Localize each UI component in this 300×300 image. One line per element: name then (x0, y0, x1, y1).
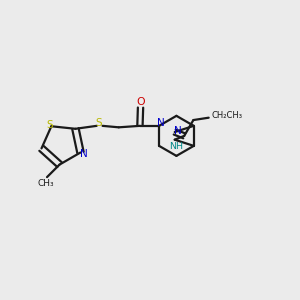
Text: N: N (157, 118, 164, 128)
Text: O: O (136, 97, 145, 107)
Text: CH₂CH₃: CH₂CH₃ (212, 111, 243, 120)
Text: S: S (96, 118, 102, 128)
Text: N: N (80, 149, 87, 159)
Text: NH: NH (169, 142, 183, 151)
Text: CH₃: CH₃ (37, 179, 54, 188)
Text: N: N (174, 126, 182, 136)
Text: S: S (46, 120, 53, 130)
